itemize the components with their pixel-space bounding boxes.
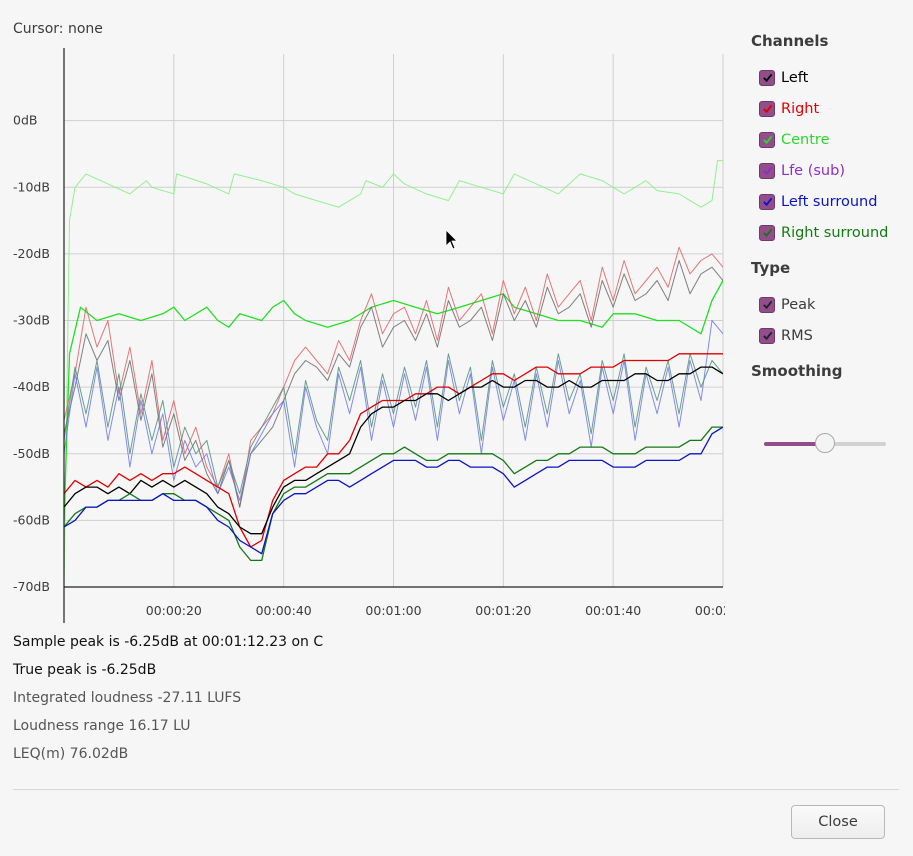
x-tick-label: 00:01:20: [475, 603, 531, 618]
channel-list: Left Right Centre Lfe (sub) Left surround Rig…: [751, 62, 911, 248]
y-tick-label: -60dB: [13, 512, 50, 527]
x-tick-label: 00:00:40: [256, 603, 312, 618]
checkbox-label: Peak: [781, 296, 816, 313]
checkbox-label: Lfe (sub): [781, 162, 845, 179]
series-line-right-surround-peak: [64, 353, 723, 495]
graph-series: [64, 160, 723, 587]
channel-checkbox-centre[interactable]: Centre: [751, 124, 911, 155]
channel-checkbox-left[interactable]: Left: [751, 62, 911, 93]
series-line-left-surround-peak: [64, 320, 723, 501]
checkbox-label: Right: [781, 100, 820, 117]
x-tick-label: 00:02:00: [695, 603, 735, 618]
mouse-pointer-icon: [445, 229, 458, 250]
checkbox-icon[interactable]: [759, 224, 775, 241]
checkbox-label: RMS: [781, 327, 813, 344]
graph-axes: 0dB -10dB -20dB -30dB -40dB -50dB -60dB -70dB 00…: [13, 48, 735, 623]
type-checkbox-rms[interactable]: RMS: [751, 320, 911, 351]
series-line-centre-rms: [64, 280, 723, 521]
checkbox-label: Left surround: [781, 193, 878, 210]
y-tick-label: -20dB: [13, 246, 50, 261]
type-heading: Type: [751, 259, 791, 277]
channels-heading: Channels: [751, 32, 829, 50]
series-line-left-rms: [64, 366, 723, 535]
graph-grid: [64, 54, 724, 588]
channel-checkbox-left-surround[interactable]: Left surround: [751, 186, 911, 217]
checkbox-icon[interactable]: [759, 131, 775, 148]
smoothing-heading: Smoothing: [751, 362, 843, 380]
checkbox-icon[interactable]: [759, 100, 775, 117]
loudness-range-text: Loudness range 16.17 LU: [13, 718, 191, 734]
y-tick-label: -10dB: [13, 179, 50, 194]
x-tick-label: 00:01:40: [585, 603, 641, 618]
x-tick-label: 00:00:20: [146, 603, 202, 618]
cursor-readout: Cursor: none: [13, 21, 103, 37]
series-line-right-rms: [64, 353, 723, 548]
series-line-right-peak: [64, 246, 723, 508]
series-line-left-peak: [64, 260, 723, 508]
close-button[interactable]: Close: [791, 805, 885, 839]
x-tick-label: 00:01:00: [365, 603, 421, 618]
channel-checkbox-right-surround[interactable]: Right surround: [751, 217, 911, 248]
checkbox-icon[interactable]: [759, 193, 775, 210]
y-tick-label: -30dB: [13, 313, 50, 328]
y-tick-label: 0dB: [13, 113, 37, 128]
checkbox-label: Centre: [781, 131, 830, 148]
series-line-left-surround-rms: [64, 426, 723, 555]
series-line-centre-peak: [64, 160, 723, 587]
sample-peak-text: Sample peak is -6.25dB at 00:01:12.23 on…: [13, 634, 324, 650]
series-line-right-surround-rms: [64, 426, 723, 562]
loudness-graph[interactable]: 0dB -10dB -20dB -30dB -40dB -50dB -60dB -70dB 00…: [0, 48, 735, 628]
loudness-stats: Sample peak is -6.25dB at 00:01:12.23 on…: [13, 632, 323, 772]
smoothing-slider[interactable]: [764, 432, 886, 456]
type-list: Peak RMS: [751, 289, 911, 351]
checkbox-label: Left: [781, 69, 809, 86]
leq-text: LEQ(m) 76.02dB: [13, 746, 129, 762]
true-peak-text: True peak is -6.25dB: [13, 662, 157, 678]
checkbox-icon[interactable]: [759, 162, 775, 179]
slider-knob[interactable]: [815, 433, 835, 453]
slider-fill: [764, 442, 825, 446]
checkbox-label: Right surround: [781, 224, 889, 241]
checkbox-icon[interactable]: [759, 69, 775, 86]
channel-checkbox-right[interactable]: Right: [751, 93, 911, 124]
y-tick-label: -40dB: [13, 379, 50, 394]
divider: [13, 789, 899, 790]
options-panel: Channels Left Right Centre Lfe (sub) Left su…: [751, 30, 911, 382]
checkbox-icon[interactable]: [759, 327, 775, 344]
y-tick-label: -70dB: [13, 579, 50, 594]
type-checkbox-peak[interactable]: Peak: [751, 289, 911, 320]
checkbox-icon[interactable]: [759, 296, 775, 313]
integrated-loudness-text: Integrated loudness -27.11 LUFS: [13, 690, 242, 706]
y-tick-label: -50dB: [13, 446, 50, 461]
channel-checkbox-lfe-sub[interactable]: Lfe (sub): [751, 155, 911, 186]
